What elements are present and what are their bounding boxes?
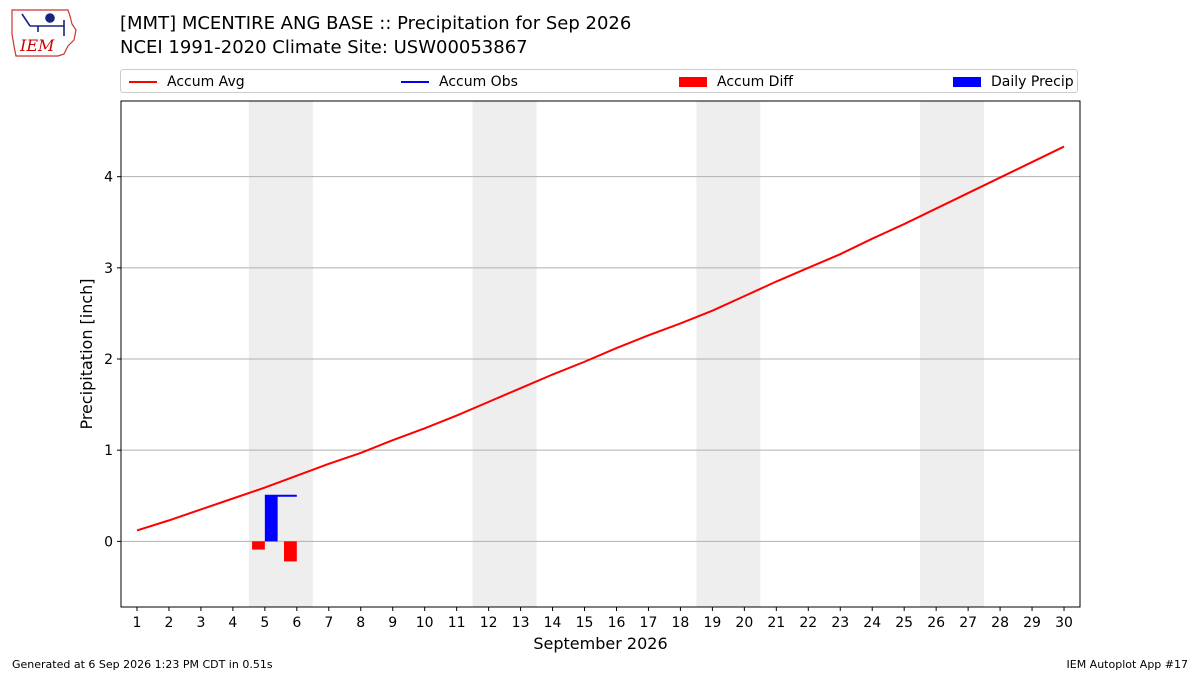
generated-timestamp: Generated at 6 Sep 2026 1:23 PM CDT in 0… — [12, 658, 273, 671]
x-tick-label: 2 — [164, 615, 173, 631]
x-tick-label: 10 — [416, 615, 434, 631]
weekend-band-3 — [920, 101, 985, 607]
x-tick-label: 17 — [640, 615, 658, 631]
x-tick-label: 25 — [895, 615, 913, 631]
daily-precip-bar — [264, 495, 278, 542]
x-tick-label: 6 — [292, 615, 301, 631]
x-tick-label: 24 — [863, 615, 881, 631]
legend-item-accum-avg: Accum Avg — [129, 73, 245, 91]
x-tick-label: 11 — [448, 615, 466, 631]
x-tick-label: 29 — [1023, 615, 1041, 631]
legend-swatch-daily-precip — [953, 77, 981, 87]
weekend-band-2 — [696, 101, 761, 607]
legend-label-accum-avg: Accum Avg — [167, 74, 245, 90]
x-tick-label: 3 — [196, 615, 205, 631]
x-tick-label: 13 — [512, 615, 530, 631]
x-tick-label: 23 — [831, 615, 849, 631]
x-tick-label: 15 — [576, 615, 594, 631]
legend-swatch-accum-avg — [129, 81, 157, 83]
x-tick-label: 16 — [608, 615, 626, 631]
y-tick-label: 0 — [104, 534, 113, 550]
chart-subtitle: NCEI 1991-2020 Climate Site: USW00053867 — [120, 37, 528, 58]
x-tick-label: 28 — [991, 615, 1009, 631]
weekend-band-0 — [248, 101, 313, 607]
legend-item-accum-diff: Accum Diff — [679, 73, 793, 91]
y-tick-label: 3 — [104, 261, 113, 277]
y-tick-label: 4 — [104, 170, 113, 186]
accum-diff-bar — [284, 541, 297, 562]
legend-label-accum-diff: Accum Diff — [717, 74, 794, 90]
x-tick-label: 5 — [260, 615, 269, 631]
legend-item-daily-precip: Daily Precip — [953, 73, 1074, 91]
x-tick-label: 21 — [767, 615, 785, 631]
accum-diff-bar — [252, 541, 265, 550]
x-tick-label: 27 — [959, 615, 977, 631]
accum-avg-line — [136, 145, 1065, 532]
x-tick-label: 4 — [228, 615, 237, 631]
x-tick-label: 20 — [735, 615, 753, 631]
x-tick-label: 8 — [356, 615, 365, 631]
x-tick-label: 22 — [799, 615, 817, 631]
y-tick-label: 2 — [104, 352, 113, 368]
chart-title: [MMT] MCENTIRE ANG BASE :: Precipitation… — [120, 13, 632, 34]
y-tick-label: 1 — [104, 443, 113, 459]
y-axis-label: Precipitation [inch] — [77, 278, 96, 429]
x-tick-label: 9 — [388, 615, 397, 631]
x-tick-label: 19 — [703, 615, 721, 631]
x-axis-label: September 2026 — [533, 634, 667, 653]
legend-swatch-accum-obs — [401, 81, 429, 83]
legend-item-accum-obs: Accum Obs — [401, 73, 518, 91]
weather-instrument-icon — [21, 13, 65, 36]
legend-label-accum-obs: Accum Obs — [439, 74, 518, 90]
weekend-band-1 — [472, 101, 537, 607]
x-tick-label: 12 — [480, 615, 498, 631]
chart-legend: Accum Avg Accum Obs Accum Diff Daily Pre… — [120, 69, 1078, 93]
legend-swatch-accum-diff — [679, 77, 707, 87]
x-tick-label: 1 — [133, 615, 142, 631]
iem-logo: IEM — [11, 9, 77, 57]
plot-frame — [120, 100, 1081, 608]
app-credit: IEM Autoplot App #17 — [1066, 658, 1189, 671]
x-tick-label: 18 — [672, 615, 690, 631]
x-tick-label: 7 — [324, 615, 333, 631]
x-tick-label: 14 — [544, 615, 562, 631]
x-tick-label: 26 — [927, 615, 945, 631]
logo-text: IEM — [19, 36, 55, 55]
x-tick-label: 30 — [1055, 615, 1073, 631]
iowa-outline-icon — [11, 9, 77, 57]
legend-label-daily-precip: Daily Precip — [991, 74, 1074, 90]
